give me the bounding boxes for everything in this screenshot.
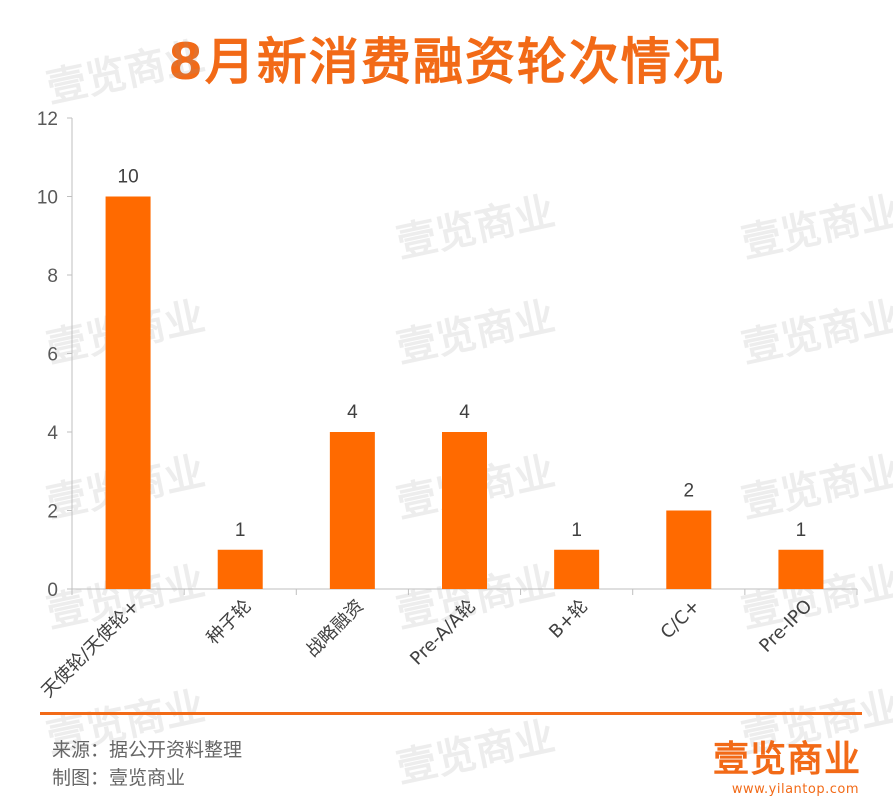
page-title: 8月新消费融资轮次情况	[168, 33, 725, 91]
footer-divider	[40, 712, 862, 715]
maker-note: 制图：壹览商业	[52, 767, 186, 789]
x-tick-label: 战略融资	[302, 596, 368, 662]
bar	[666, 510, 712, 589]
bar-chart: 02468101210天使轮/天使轮+1种子轮4战略融资4Pre-A/A轮1B+…	[37, 109, 858, 702]
y-tick-label: 10	[37, 188, 58, 209]
y-tick-label: 6	[47, 345, 58, 366]
y-tick-label: 2	[47, 502, 58, 523]
y-tick-label: 12	[37, 109, 58, 130]
y-tick-label: 0	[47, 580, 58, 601]
bar	[105, 196, 151, 589]
x-tick-label: 天使轮/天使轮+	[37, 596, 143, 702]
brand-logo: 壹览商业	[712, 739, 861, 780]
bar	[442, 432, 487, 589]
y-tick-label: 4	[47, 423, 58, 444]
source-note: 来源：据公开资料整理	[52, 739, 243, 761]
x-tick-label: 种子轮	[203, 596, 256, 649]
data-label: 2	[683, 481, 694, 502]
watermark: 壹览商业	[392, 713, 559, 793]
x-tick-label: Pre-IPO	[755, 596, 816, 657]
x-tick-label: Pre-A/A轮	[406, 596, 480, 670]
x-tick-label: B+轮	[545, 596, 592, 643]
data-label: 1	[235, 520, 246, 541]
data-label: 4	[347, 402, 358, 423]
data-label: 1	[796, 520, 807, 541]
brand-url: www.yilantop.com	[731, 782, 859, 797]
bar	[554, 549, 600, 589]
bar	[329, 432, 375, 589]
data-label: 4	[459, 402, 470, 423]
data-label: 10	[118, 167, 139, 188]
y-tick-label: 8	[47, 266, 58, 287]
x-tick-label: C/C+	[657, 596, 705, 644]
data-label: 1	[571, 520, 582, 541]
bar	[217, 549, 263, 589]
bar	[778, 549, 824, 589]
